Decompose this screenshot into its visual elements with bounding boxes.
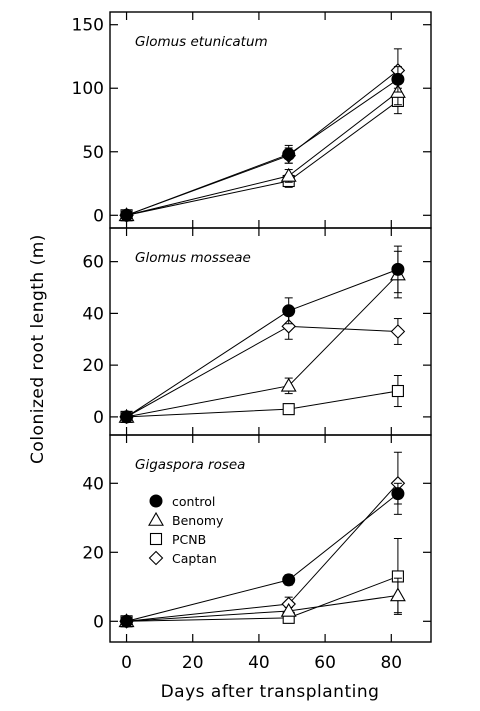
data-point bbox=[390, 324, 406, 339]
series-captan bbox=[119, 312, 406, 425]
y-tick-label: 20 bbox=[82, 356, 104, 376]
data-point bbox=[280, 167, 297, 182]
legend: control Benomy PCNB Captan bbox=[148, 494, 224, 566]
legend-item-control: control bbox=[149, 494, 215, 509]
legend-label: PCNB bbox=[172, 532, 206, 547]
legend-label: Captan bbox=[172, 551, 217, 566]
data-point bbox=[282, 147, 296, 161]
legend-item-pcnb: PCNB bbox=[149, 532, 206, 547]
x-tick-label: 0 bbox=[121, 653, 132, 673]
chart-panels: 0 50 100 150 Glomus etunicatum 0 20 40 60 Glomus … bbox=[72, 11, 432, 673]
series-line bbox=[126, 325, 398, 418]
series-control bbox=[120, 66, 405, 222]
x-axis-title: Days after transplanting bbox=[161, 682, 380, 702]
data-point bbox=[280, 377, 297, 392]
data-point bbox=[120, 410, 134, 424]
x-tick-label: 60 bbox=[314, 653, 336, 673]
y-tick-label: 0 bbox=[93, 206, 104, 226]
x-tick-label: 20 bbox=[182, 653, 204, 673]
series-line bbox=[126, 70, 399, 216]
y-tick-label: 0 bbox=[93, 408, 104, 428]
data-point bbox=[120, 614, 134, 628]
panel-title: Glomus mosseae bbox=[135, 250, 251, 266]
series-line bbox=[126, 575, 399, 622]
y-tick-label: 40 bbox=[82, 304, 104, 324]
y-axis-title: Colonized root length (m) bbox=[28, 234, 48, 464]
legend-label: control bbox=[172, 494, 215, 509]
panel-frame bbox=[109, 434, 432, 643]
panel-2: 0 20 40 60 Glomus mosseae bbox=[82, 227, 432, 436]
series-pcnb bbox=[120, 538, 404, 628]
series-line bbox=[126, 91, 399, 216]
series-captan bbox=[119, 451, 406, 629]
series-control bbox=[120, 482, 405, 628]
legend-item-benomy: Benomy bbox=[148, 511, 224, 528]
panel-title: Glomus etunicatum bbox=[135, 34, 268, 50]
data-point bbox=[391, 72, 405, 86]
y-tick-label: 50 bbox=[82, 143, 104, 163]
y-tick-label: 0 bbox=[93, 612, 104, 632]
legend-item-captan: Captan bbox=[148, 550, 217, 566]
y-tick-label: 150 bbox=[72, 16, 104, 36]
data-point bbox=[282, 304, 296, 318]
series-line bbox=[126, 482, 399, 622]
panel-3: 0 20 40 Gigaspora rosea bbox=[82, 434, 432, 643]
data-point bbox=[282, 573, 296, 587]
data-point bbox=[120, 208, 134, 222]
data-point bbox=[280, 602, 297, 617]
data-point bbox=[389, 587, 406, 602]
panel-1: 0 50 100 150 Glomus etunicatum bbox=[72, 11, 432, 229]
legend-marker bbox=[148, 550, 164, 566]
series-captan bbox=[119, 48, 406, 223]
legend-marker bbox=[149, 532, 163, 546]
data-point bbox=[391, 487, 405, 501]
y-tick-label: 20 bbox=[82, 543, 104, 563]
data-point bbox=[391, 384, 404, 398]
series-benomy bbox=[118, 577, 406, 628]
series-line bbox=[126, 390, 398, 418]
legend-marker bbox=[148, 511, 164, 526]
legend-label: Benomy bbox=[172, 513, 224, 528]
series-pcnb bbox=[120, 374, 404, 423]
data-point bbox=[282, 403, 295, 416]
data-point bbox=[281, 319, 296, 334]
x-tick-label: 80 bbox=[380, 653, 402, 673]
series-line bbox=[126, 100, 399, 216]
series-benomy bbox=[118, 78, 406, 222]
series-line bbox=[126, 78, 399, 216]
panel-title: Gigaspora rosea bbox=[135, 457, 245, 473]
legend-marker bbox=[149, 494, 163, 508]
y-tick-label: 40 bbox=[82, 474, 104, 494]
series-line bbox=[126, 493, 399, 622]
y-tick-label: 100 bbox=[72, 79, 104, 99]
y-tick-label: 60 bbox=[82, 253, 104, 273]
series-line bbox=[126, 274, 399, 418]
x-tick-label: 40 bbox=[248, 653, 270, 673]
data-point bbox=[391, 262, 405, 276]
series-line bbox=[126, 268, 399, 418]
series-control bbox=[120, 245, 405, 424]
